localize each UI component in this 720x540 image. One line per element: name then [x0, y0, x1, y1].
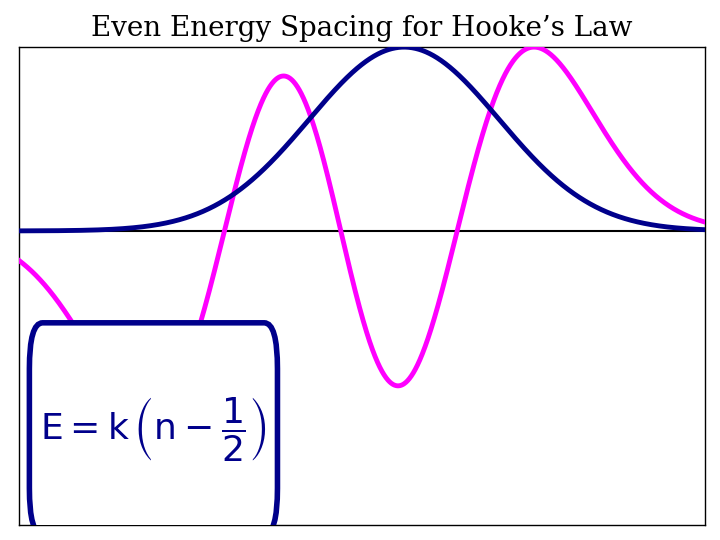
Title: Even Energy Spacing for Hooke’s Law: Even Energy Spacing for Hooke’s Law — [91, 15, 633, 42]
FancyBboxPatch shape — [30, 323, 277, 534]
Text: $\mathsf{E = k\,\left(n-\dfrac{1}{2}\right)}$: $\mathsf{E = k\,\left(n-\dfrac{1}{2}\rig… — [40, 395, 266, 462]
